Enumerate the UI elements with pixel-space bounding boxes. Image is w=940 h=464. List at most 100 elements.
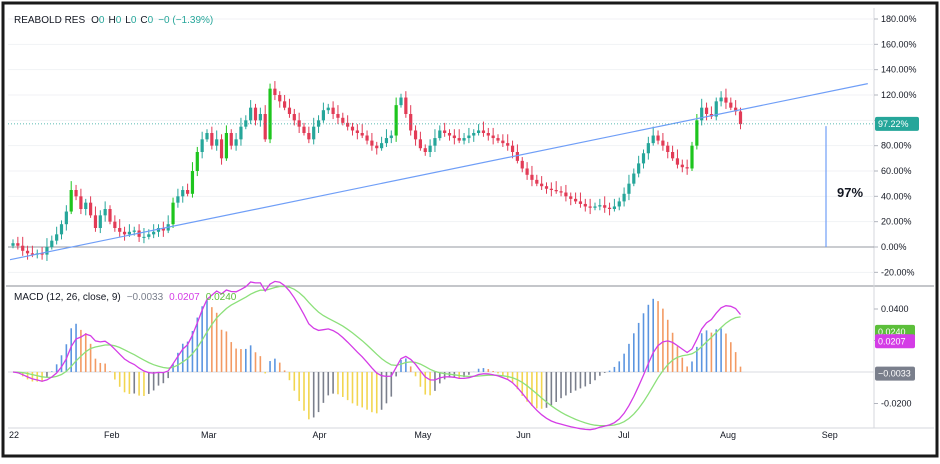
candle-body [544, 186, 549, 189]
candle-body [481, 130, 486, 133]
candle-body [704, 107, 709, 114]
candle-body [607, 207, 612, 209]
candle-body [253, 107, 258, 121]
macd-line-value: 0.0207 [169, 292, 200, 303]
candle-body [656, 135, 660, 141]
time-tick-label: May [414, 430, 432, 440]
candle-body [331, 107, 335, 114]
candle-body [171, 202, 175, 225]
candle-body [316, 120, 321, 127]
candle-body [452, 135, 456, 139]
candle-body [93, 215, 98, 228]
candle-body [564, 192, 568, 197]
candle-body [268, 88, 272, 140]
candle-body [263, 114, 267, 140]
value-badges: 97.22% 0.0240 0.0207 −0.0033 [8, 116, 919, 381]
price-tick-label: 40.00% [881, 191, 912, 201]
candle-body [326, 107, 330, 111]
candle-body [593, 206, 597, 208]
time-tick-label: Feb [104, 430, 120, 440]
candle-body [84, 202, 88, 209]
candle-body [714, 101, 718, 117]
candle-body [355, 130, 359, 133]
candle-body [540, 183, 544, 187]
candle-body [375, 145, 379, 149]
time-axis-ticks: 22 Feb Mar Apr May Jun Jul Aug Sep [9, 430, 838, 440]
price-tick-label: 160.00% [881, 39, 917, 49]
macd-pane [8, 280, 874, 431]
price-tick-label: -20.00% [881, 267, 915, 277]
candle-body [447, 133, 452, 136]
macd-badge [875, 334, 915, 349]
last-value-text: 97.22% [878, 119, 909, 129]
measure-label: 97% [837, 185, 863, 200]
candle-body [559, 191, 563, 193]
candle-body [195, 152, 199, 171]
candle-body [588, 206, 592, 208]
candle-body [719, 97, 723, 102]
candle-body [734, 107, 738, 112]
candle-body [186, 190, 190, 194]
trendline-segment [9, 83, 868, 261]
candle-body [724, 97, 728, 103]
candle-body [409, 114, 413, 131]
candle-body [292, 114, 296, 121]
price-legend[interactable]: REABOLD RES O0 H0 L0 C0 −0 (−1.39%) [14, 15, 213, 26]
candle-body [612, 206, 616, 209]
candle-body [462, 138, 466, 141]
candle-body [457, 138, 461, 141]
candle-body [675, 158, 680, 165]
candle-body [617, 201, 621, 207]
macd-legend[interactable]: MACD (12, 26, close, 9) −0.0033 0.0207 0.02… [14, 292, 237, 303]
candle-body [578, 201, 583, 204]
candle-body [64, 211, 68, 225]
candle-body [700, 107, 704, 121]
candle-body [496, 138, 500, 141]
candle-body [477, 130, 481, 133]
candle-body [55, 234, 59, 241]
time-tick-label: Aug [720, 430, 736, 440]
open-value: 0 [99, 15, 105, 26]
time-tick-label: Apr [313, 430, 327, 440]
candle-body [302, 126, 306, 133]
candle-body [651, 135, 655, 144]
candle-body [680, 164, 684, 168]
candle-body [350, 126, 355, 131]
trendline[interactable] [9, 83, 868, 261]
candle-body [108, 209, 112, 222]
candle-body [89, 202, 93, 216]
candle-body [336, 114, 340, 118]
candle-body [152, 231, 156, 235]
candle-body [569, 196, 573, 199]
high-label: H [108, 15, 115, 26]
candle-body [418, 139, 422, 149]
candle-body [554, 190, 558, 192]
candle-body [389, 135, 393, 139]
price-tick-label: 20.00% [881, 217, 912, 227]
high-value: 0 [116, 15, 122, 26]
candle-body [142, 236, 146, 238]
candle-body [738, 111, 743, 125]
candle-body [234, 139, 238, 146]
candle-body [384, 138, 389, 144]
candle-body [45, 247, 49, 255]
candle-body [413, 130, 418, 140]
candle-body [321, 110, 325, 121]
low-value: 0 [131, 15, 137, 26]
macd-hist-value: −0.0033 [127, 292, 164, 303]
candle-body [671, 152, 675, 159]
candle-body [273, 88, 277, 95]
candle-body [627, 183, 631, 194]
candle-body [641, 153, 646, 164]
candle-body [428, 145, 432, 152]
candle-body [79, 196, 83, 209]
candle-body [287, 107, 292, 114]
candle-body [210, 133, 214, 146]
close-label: C [140, 15, 147, 26]
candle-body [30, 253, 34, 255]
macd-signal-value: 0.0240 [206, 292, 237, 303]
candle-body [486, 133, 490, 136]
candle-body [525, 168, 529, 175]
